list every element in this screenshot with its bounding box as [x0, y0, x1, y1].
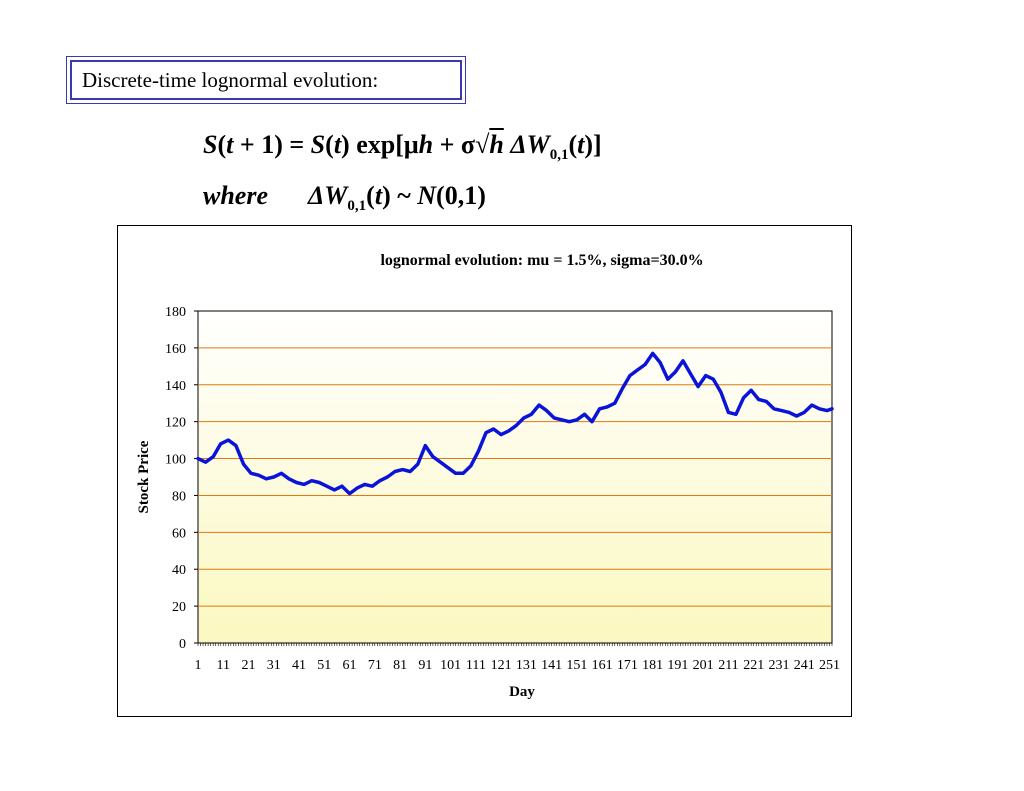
x-tick-label: 31: [267, 658, 281, 673]
eq-root: √: [475, 130, 490, 159]
eq-h2: h: [489, 130, 504, 159]
eq-plus1: + 1) =: [233, 130, 311, 159]
eq-t1: t: [226, 130, 234, 159]
eq2-sub: 0,1: [347, 198, 367, 215]
x-tick-label: 231: [768, 658, 789, 673]
y-tick-label: 40: [172, 563, 186, 578]
eq-dw: ΔW: [503, 130, 550, 159]
plot-area: [197, 310, 833, 644]
y-tick-label: 140: [165, 379, 186, 394]
eq-mu: μ: [403, 130, 419, 159]
series-line: [196, 351, 834, 496]
line-chart: lognormal evolution: mu = 1.5%, sigma=30…: [136, 252, 840, 700]
y-tick-label: 80: [172, 489, 186, 504]
x-axis-label: Day: [509, 684, 535, 700]
x-tick-label: 191: [667, 658, 688, 673]
x-tick-label: 211: [718, 658, 738, 673]
y-tick-label: 180: [165, 305, 186, 320]
x-tick-label: 241: [794, 658, 815, 673]
equation-line-2: where ΔW0,1(t) ~ N(0,1): [203, 181, 486, 215]
eq-open2: (: [325, 130, 334, 159]
eq-s1: S: [203, 130, 218, 159]
x-tick-label: 141: [541, 658, 562, 673]
eq2-t: t: [374, 181, 383, 210]
x-tick-label: 201: [693, 658, 714, 673]
x-tick-label: 21: [242, 658, 256, 673]
y-tick-label: 100: [165, 453, 186, 468]
x-tick-label: 151: [566, 658, 587, 673]
x-tick-label: 131: [516, 658, 537, 673]
equation-line-1: S(t + 1) = S(t) exp[μh + σ√h ΔW0,1(t)]: [203, 130, 602, 164]
x-tick-label: 161: [592, 658, 613, 673]
x-tick-label: 11: [217, 658, 230, 673]
eq2-open: (: [366, 181, 375, 210]
eq-t2: t: [333, 130, 342, 159]
x-tick-label: 221: [743, 658, 764, 673]
eq-where: where: [203, 181, 268, 210]
eq-s2: S: [310, 130, 326, 159]
eq2-n: N: [417, 181, 437, 210]
eq-close: )]: [584, 130, 602, 159]
x-tick-label: 81: [393, 658, 407, 673]
chart-title: lognormal evolution: mu = 1.5%, sigma=30…: [380, 252, 703, 269]
x-tick-label: 41: [292, 658, 306, 673]
x-tick-label: 91: [418, 658, 432, 673]
y-tick-label: 120: [165, 416, 186, 431]
x-tick-label: 251: [819, 658, 840, 673]
eq2-dw: ΔW: [308, 181, 348, 210]
x-tick-label: 181: [642, 658, 663, 673]
y-tick-label: 20: [172, 600, 186, 615]
heading-box: Discrete-time lognormal evolution:: [66, 56, 466, 104]
heading-text: Discrete-time lognormal evolution:: [70, 60, 462, 100]
eq-open1: (: [217, 130, 227, 159]
x-tick-label: 1: [195, 658, 202, 673]
eq-plus2: + σ: [433, 130, 476, 159]
y-tick-label: 0: [179, 637, 186, 652]
x-tick-label: 111: [466, 658, 486, 673]
y-axis-label: Stock Price: [136, 440, 152, 513]
eq-exp: ) exp[: [341, 130, 404, 159]
chart-frame: lognormal evolution: mu = 1.5%, sigma=30…: [117, 225, 852, 717]
eq-t3: t: [577, 130, 585, 159]
x-tick-label: 171: [617, 658, 638, 673]
x-tick-label: 61: [343, 658, 357, 673]
y-tick-label: 160: [165, 342, 186, 357]
eq-sub: 0,1: [549, 147, 569, 164]
x-tick-label: 71: [368, 658, 382, 673]
x-tick-label: 51: [317, 658, 331, 673]
eq-h1: h: [418, 130, 434, 159]
x-tick-label: 121: [491, 658, 512, 673]
x-tick-label: 101: [440, 658, 461, 673]
eq2-args: (0,1): [436, 181, 486, 210]
eq-open3: (: [568, 130, 578, 159]
y-tick-label: 60: [172, 526, 186, 541]
eq2-mid: ) ~: [382, 181, 418, 210]
